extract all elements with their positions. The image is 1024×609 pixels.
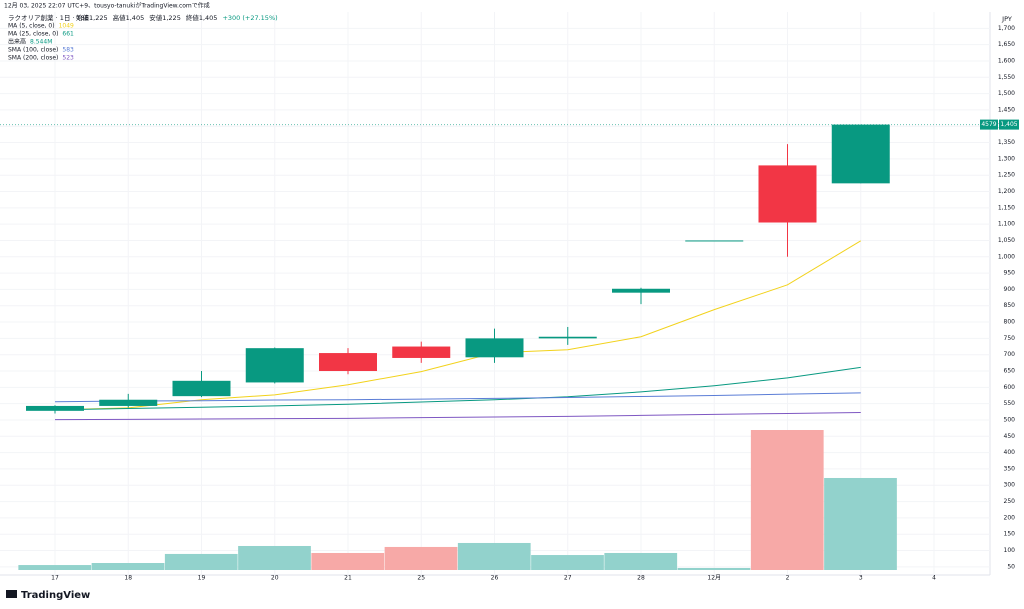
- x-tick-label: 26: [491, 575, 499, 582]
- y-tick-label: 150: [1004, 531, 1016, 538]
- y-tick-label: 1,350: [998, 139, 1015, 146]
- y-tick-label: 1,000: [998, 253, 1015, 260]
- price-box: [999, 119, 1019, 130]
- legend-value: 1049: [59, 23, 74, 30]
- y-tick-label: 1,550: [998, 74, 1015, 81]
- volume-bar: [18, 565, 92, 570]
- volume-bar: [311, 552, 385, 570]
- candle-body: [319, 353, 377, 372]
- status-value: 高値1,405: [113, 13, 145, 22]
- y-tick-label: 1,250: [998, 172, 1015, 179]
- y-tick-label: 1,150: [998, 204, 1015, 211]
- y-tick-label: 100: [1004, 547, 1016, 554]
- candle-body: [465, 338, 524, 358]
- y-tick-label: 800: [1004, 319, 1016, 326]
- status-value: 安値1,225: [149, 13, 181, 22]
- y-tick-label: 50: [1007, 563, 1015, 570]
- price-label: 1,405: [1000, 121, 1017, 128]
- y-tick-label: 550: [1004, 400, 1016, 407]
- volume-bar: [238, 545, 311, 570]
- y-tick-label: 1,500: [998, 90, 1015, 97]
- status-value: 始値1,225: [76, 13, 108, 22]
- legend-name: SMA (100, close): [8, 47, 58, 54]
- y-tick-label: 300: [1004, 482, 1016, 489]
- y-tick-label: 900: [1004, 286, 1016, 293]
- y-tick-label: 450: [1004, 433, 1016, 440]
- x-tick-label: 17: [51, 575, 59, 582]
- y-tick-label: 950: [1004, 270, 1016, 277]
- candle-body: [831, 124, 890, 184]
- ma-line: [54, 392, 861, 403]
- y-tick-label: 700: [1004, 351, 1016, 358]
- logo-icon: [6, 590, 17, 598]
- brand: TradingView: [21, 590, 90, 601]
- ticker: 4579: [981, 121, 996, 128]
- status-value: 終値1,405: [186, 13, 218, 22]
- volume-bar: [457, 542, 531, 570]
- candle-body: [26, 405, 84, 411]
- candle-body: [99, 399, 158, 406]
- y-tick-label: 200: [1004, 514, 1016, 521]
- candle-body: [172, 380, 231, 397]
- legend-name: MA (25, close, 0): [8, 31, 58, 38]
- y-tick-label: 600: [1004, 384, 1016, 391]
- y-tick-label: 400: [1004, 449, 1016, 456]
- y-tick-label: 1,300: [998, 155, 1015, 162]
- candle-body: [612, 288, 670, 293]
- legend-value: 661: [62, 31, 74, 38]
- ma-line: [54, 366, 861, 411]
- status-value: +300 (+27.15%): [222, 14, 277, 22]
- legend-value: 583: [62, 47, 74, 54]
- x-tick-label: 20: [271, 575, 279, 582]
- candle-body: [538, 336, 597, 339]
- logo: TradingView: [6, 590, 90, 601]
- y-tick-label: 750: [1004, 335, 1016, 342]
- volume-bar: [384, 546, 458, 570]
- legend-name: 出来高: [8, 38, 26, 46]
- y-tick-label: 250: [1004, 498, 1016, 505]
- volume-bar: [164, 553, 238, 570]
- x-tick-label: 25: [417, 575, 425, 582]
- legend-value: 523: [62, 55, 74, 62]
- y-tick-label: 1,600: [998, 57, 1015, 64]
- x-tick-label: 3: [859, 575, 863, 582]
- y-tick-label: 500: [1004, 416, 1016, 423]
- y-tick-label: 1,100: [998, 221, 1015, 228]
- volume-bar: [824, 477, 897, 570]
- header: 12月 03, 2025 22:07 UTC+9、tousyo-tanukiがT…: [4, 2, 210, 10]
- y-tick-label: 1,450: [998, 106, 1015, 113]
- candle-body: [685, 240, 744, 242]
- y-tick-label: 850: [1004, 302, 1016, 309]
- x-tick-label: 19: [198, 575, 206, 582]
- x-tick-label: 28: [637, 575, 645, 582]
- volume-bar: [677, 567, 751, 570]
- legend-name: SMA (200, close): [8, 55, 58, 62]
- currency: JPY: [1001, 15, 1012, 23]
- candle-body: [758, 165, 817, 223]
- x-tick-label: 12月: [707, 575, 721, 582]
- volume-bar: [531, 555, 604, 570]
- y-tick-label: 1,200: [998, 188, 1015, 195]
- y-tick-label: 650: [1004, 368, 1016, 375]
- y-tick-label: 1,050: [998, 237, 1015, 244]
- x-tick-label: 27: [564, 575, 572, 582]
- candle-body: [245, 348, 304, 383]
- y-tick-label: 350: [1004, 465, 1016, 472]
- volume-bar: [604, 552, 678, 570]
- symbol: ラクオリア創薬 · 1日 · TSE: [8, 13, 89, 22]
- y-tick-label: 1,700: [998, 25, 1015, 32]
- x-tick-label: 2: [786, 575, 790, 582]
- volume-bar: [750, 430, 824, 570]
- y-tick-label: 1,650: [998, 41, 1015, 48]
- legend-value: 8.544M: [30, 39, 52, 46]
- volume-bar: [91, 563, 165, 570]
- x-tick-label: 4: [932, 575, 936, 582]
- x-tick-label: 21: [344, 575, 352, 582]
- candle-body: [392, 346, 451, 358]
- ma-line: [54, 411, 861, 421]
- legend-name: MA (5, close, 0): [8, 23, 55, 30]
- x-tick-label: 18: [124, 575, 132, 582]
- ticker-box: [980, 119, 998, 130]
